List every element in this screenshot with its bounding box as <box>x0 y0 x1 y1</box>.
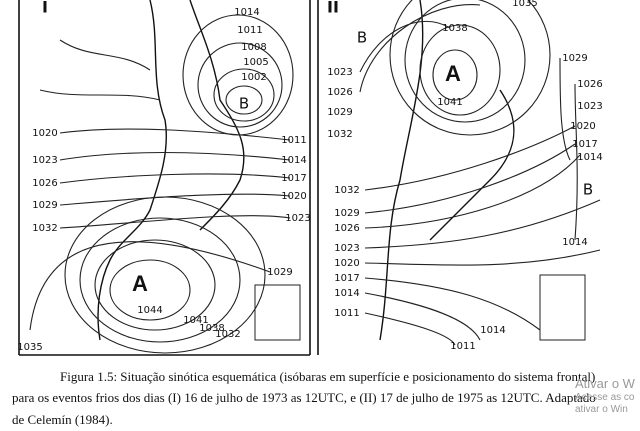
isobar-label: 1035 <box>512 0 537 9</box>
caption-line: Figura 1.5: Situação sinótica esquemátic… <box>60 369 596 384</box>
pressure-center: B <box>239 95 249 113</box>
pressure-center: A <box>132 271 148 296</box>
isobar-label: 1038 <box>199 323 224 334</box>
pressure-center: A <box>445 61 461 86</box>
isobar-label: 1014 <box>281 155 306 166</box>
isobar-label: 1014 <box>334 288 359 299</box>
isobar-label: 1020 <box>32 128 57 139</box>
isobar-label: 1014 <box>234 7 259 18</box>
isobar-label: 1041 <box>183 315 208 326</box>
isobar-label: 1026 <box>577 79 602 90</box>
panel-1-isobars <box>29 0 301 354</box>
isobar-label: 1011 <box>237 25 262 36</box>
isobar-label: 1044 <box>137 305 162 316</box>
isobar-label: 1020 <box>334 258 359 269</box>
isobar-label: 1029 <box>327 107 352 118</box>
panel-label: II <box>327 0 339 17</box>
isobar-label: 1020 <box>281 191 306 202</box>
pressure-center: B <box>583 181 593 199</box>
isobar-label: 1029 <box>267 267 292 278</box>
isobar-label: 1014 <box>562 237 587 248</box>
isobar-label: 1026 <box>334 223 359 234</box>
isobar-label: 1023 <box>334 243 359 254</box>
isobar-label: 1035 <box>17 342 42 353</box>
caption-line: de Celemín (1984). <box>12 412 113 427</box>
isobar-label: 1023 <box>577 101 602 112</box>
isobar-label: 1017 <box>281 173 306 184</box>
watermark: ativar o Win <box>575 404 628 415</box>
isobar-label: 1008 <box>241 42 266 53</box>
caption-line: para os eventos frios dos dias (I) 16 de… <box>12 390 596 405</box>
isobar-label: 1032 <box>327 129 352 140</box>
isobar-label: 1017 <box>572 139 597 150</box>
isobar-label: 1011 <box>334 308 359 319</box>
isobar-label: 1029 <box>562 53 587 64</box>
panel-label: I <box>42 0 48 17</box>
isobar-label: 1029 <box>334 208 359 219</box>
isobar-label: 1020 <box>570 121 595 132</box>
isobar-label: 1032 <box>215 329 240 340</box>
figure: I 1014 1011 1008 1005 1002 B 1011 1014 1017 1020 10… <box>17 0 603 356</box>
isobar-label: 1014 <box>577 152 602 163</box>
isobar-label: 1032 <box>334 185 359 196</box>
isobar-label: 1017 <box>334 273 359 284</box>
isobar-label: 1032 <box>32 223 57 234</box>
isobar-label: 1023 <box>285 213 310 224</box>
isobar-label: 1005 <box>243 57 268 68</box>
watermark: Acesse as co <box>575 392 635 403</box>
isobar-label: 1041 <box>437 97 462 108</box>
isobar-label: 1011 <box>281 135 306 146</box>
isobar-label: 1023 <box>327 67 352 78</box>
isobar-label: 1014 <box>480 325 505 336</box>
pressure-center: B <box>357 29 367 47</box>
isobar-label: 1002 <box>241 72 266 83</box>
isobar-label: 1011 <box>450 341 475 352</box>
isobar-label: 1026 <box>327 87 352 98</box>
watermark: Ativar o W <box>575 376 635 391</box>
isobar-label: 1029 <box>32 200 57 211</box>
isobar-label: 1026 <box>32 178 57 189</box>
isobar-label: 1023 <box>32 155 57 166</box>
isobar-label: 1038 <box>442 23 467 34</box>
panel-2-isobars <box>359 0 601 346</box>
